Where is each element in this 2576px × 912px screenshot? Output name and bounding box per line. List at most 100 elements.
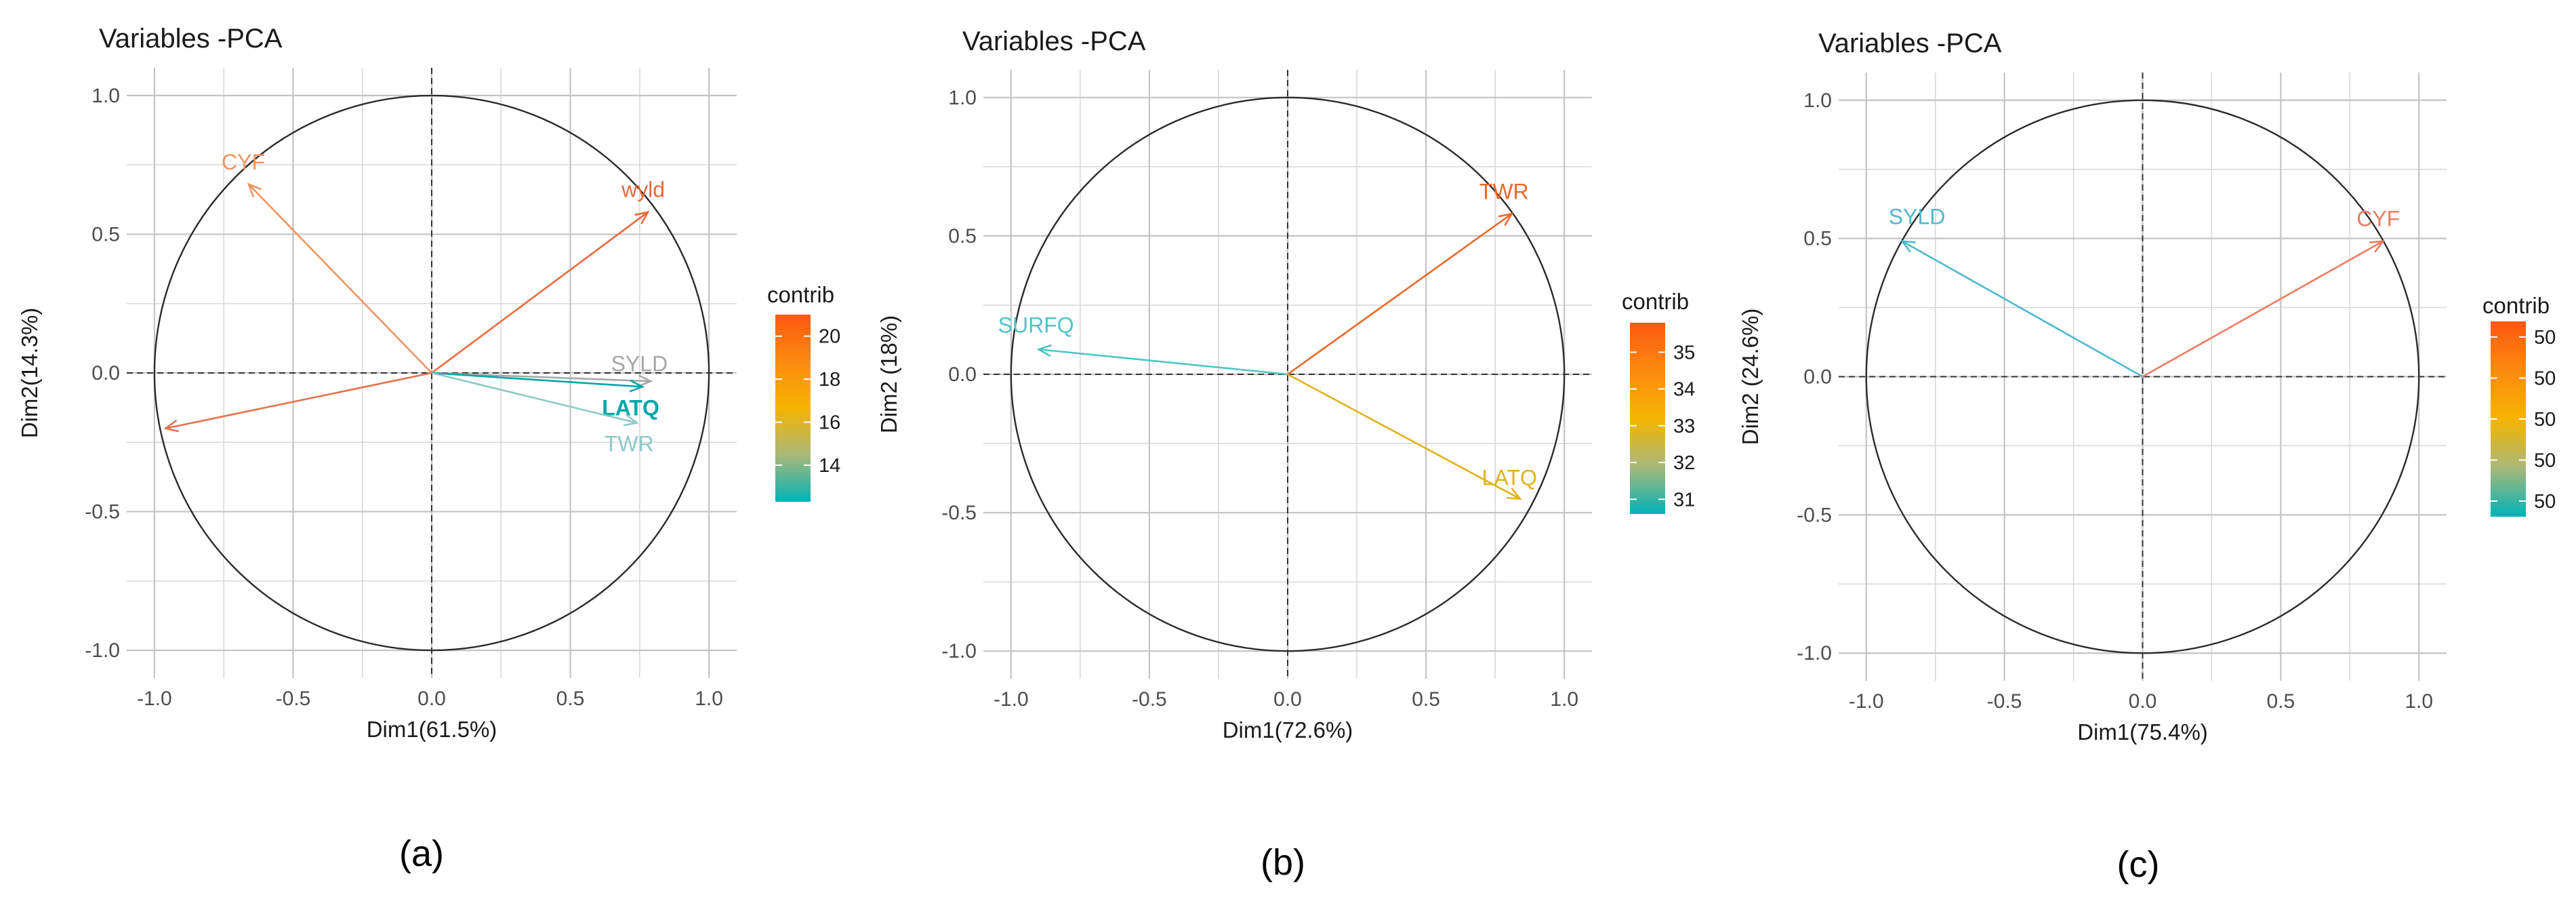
x-axis-label: Dim1(72.6%): [1223, 717, 1353, 742]
legend-title: contrib: [1622, 289, 1689, 314]
legend-tick-label: 18: [819, 369, 840, 391]
panel-title: Variables -PCA: [1818, 28, 2002, 58]
x-tick-label: -0.5: [276, 688, 311, 710]
x-tick-label: 1.0: [2405, 690, 2433, 713]
arrow-shaft: [165, 372, 432, 430]
y-tick-label: -1.0: [941, 640, 977, 662]
arrow-head: [163, 420, 180, 433]
variable-label: wyld: [621, 178, 665, 202]
color-legend: contrib 35 34 33 32 31: [1622, 289, 1695, 514]
arrow-head: [638, 374, 653, 387]
arrow-twr: TWR: [1287, 179, 1529, 376]
y-tick-label: -0.5: [1797, 504, 1832, 526]
x-tick-label: 0.0: [417, 688, 446, 710]
x-tick-label: 0.5: [2267, 690, 2295, 713]
arrow-latq: LATQ: [1287, 373, 1537, 500]
x-tick-label: -1.0: [137, 688, 172, 710]
arrow-head: [629, 379, 645, 393]
panel-b: -1.0 -0.5 0.0 0.5 1.0 -1.0 -0.5 0.0 0.5 1.0 Variab…: [876, 26, 1695, 883]
legend-tick-label: 14: [819, 455, 840, 477]
variable-label: CYF: [222, 150, 265, 174]
arrow-shaft: [1038, 348, 1288, 376]
variable-arrows: TWR SURFQ LATQ: [998, 179, 1537, 500]
arrow-shaft: [2142, 240, 2384, 378]
variable-label: CYF: [2356, 207, 2400, 231]
legend-tick-label: 50: [2534, 327, 2556, 349]
x-tick-label: 1.0: [1550, 688, 1578, 711]
panel-title: Variables -PCA: [962, 26, 1146, 56]
arrow-head: [2369, 240, 2386, 253]
y-tick-label: -1.0: [1797, 642, 1832, 665]
legend-title: contrib: [767, 282, 834, 307]
legend-tick-label: 50: [2534, 491, 2556, 513]
y-tick-label: 0.5: [91, 223, 120, 245]
color-legend: contrib 20 18 16 14: [767, 282, 840, 502]
y-axis-label: Dim2 (24.6%): [1738, 309, 1763, 445]
legend-tick-label: 32: [1673, 452, 1695, 474]
legend-tick-label: 50: [2534, 409, 2556, 431]
arrow-syld: SYLD: [431, 351, 668, 387]
panel-caption: (c): [2117, 844, 2160, 885]
arrow-shaft: [1287, 373, 1521, 500]
arrow-shaft: [1287, 213, 1513, 376]
x-tick-label: -1.0: [994, 688, 1029, 711]
legend-title: contrib: [2482, 293, 2550, 318]
arrow-shaft: [431, 372, 638, 424]
variable-label: TWR: [605, 432, 654, 456]
y-tick-label: 0.0: [1803, 366, 1832, 389]
arrow-cyf: CYF: [2142, 207, 2400, 378]
variable-label: LATQ: [1482, 466, 1537, 490]
x-axis-label: Dim1(75.4%): [2077, 719, 2208, 745]
arrow-head: [1498, 212, 1514, 226]
arrow-head: [634, 210, 650, 224]
x-tick-label: 0.0: [1273, 688, 1302, 711]
y-tick-label: -1.0: [85, 639, 120, 662]
arrow-shaft: [431, 372, 642, 388]
y-tick-label: 0.0: [91, 362, 120, 384]
arrow-head: [623, 414, 639, 427]
y-axis-label: Dim2 (18%): [876, 315, 901, 433]
y-tick-label: 0.5: [948, 225, 977, 247]
y-tick-label: 0.0: [948, 363, 977, 386]
arrow-head: [247, 182, 262, 198]
legend-tick-label: 20: [819, 326, 840, 348]
legend-tick-label: 16: [819, 412, 840, 434]
panel-c: -1.0 -0.5 0.0 0.5 1.0 -1.0 -0.5 0.0 0.5 1.0 Variab…: [1738, 28, 2556, 885]
y-tick-label: 0.5: [1803, 228, 1832, 250]
arrow-shaft: [1902, 240, 2144, 378]
legend-tick-label: 33: [1673, 416, 1695, 437]
y-tick-label: -0.5: [941, 502, 977, 524]
legend-tick-label: 50: [2534, 450, 2556, 471]
y-axis-label: Dim2(14.3%): [17, 308, 42, 439]
panel-caption: (a): [399, 833, 444, 874]
y-tick-label: 1.0: [948, 87, 977, 109]
arrow-cyf: CYF: [222, 150, 432, 374]
panel-a: -1.0 -0.5 0.0 0.5 1.0 -1.0 -0.5 0.0 0.5 1.0 Variab…: [17, 24, 840, 874]
arrow-head: [1506, 488, 1522, 500]
variable-arrows: SYLD CYF: [1889, 205, 2400, 378]
x-axis-label: Dim1(61.5%): [367, 717, 497, 742]
panel-caption: (b): [1261, 842, 1305, 883]
variable-label: SURFQ: [998, 313, 1074, 337]
arrow-shaft: [431, 372, 651, 382]
y-tick-label: -0.5: [85, 501, 120, 523]
legend-tick-label: 34: [1673, 379, 1695, 401]
legend-tick-label: 31: [1673, 489, 1695, 511]
arrow-twr: TWR: [431, 372, 654, 456]
arrow-surfq: SURFQ: [998, 313, 1288, 376]
x-tick-label: 0.0: [2129, 690, 2157, 713]
x-tick-label: 1.0: [695, 688, 723, 710]
legend-tick-label: 35: [1673, 342, 1695, 363]
variable-label: TWR: [1479, 179, 1529, 203]
x-tick-label: -0.5: [1132, 688, 1167, 711]
arrow-shaft: [248, 183, 432, 374]
variable-label: SYLD: [1889, 205, 1946, 229]
y-tick-label: 1.0: [1803, 90, 1832, 112]
panel-title: Variables -PCA: [99, 24, 283, 54]
x-tick-label: -0.5: [1987, 690, 2022, 713]
arrow-wyld: wyld: [431, 178, 665, 374]
x-tick-label: 0.5: [556, 688, 585, 710]
arrow-head: [1036, 344, 1052, 357]
